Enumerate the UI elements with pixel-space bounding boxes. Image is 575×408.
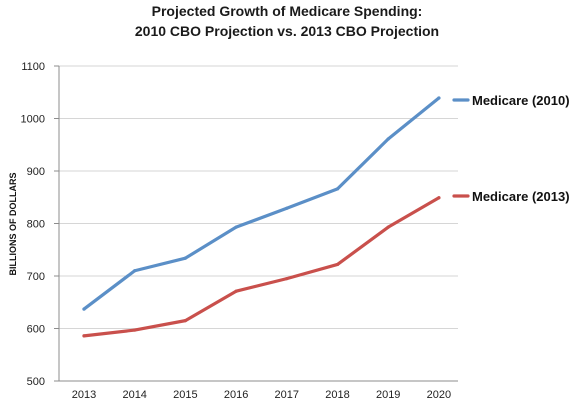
data-point — [285, 277, 289, 281]
y-tick-label: 700 — [27, 271, 45, 283]
series — [82, 96, 441, 338]
data-point — [386, 137, 390, 141]
data-point — [234, 289, 238, 293]
y-tick-label: 1000 — [21, 114, 45, 126]
legend-label: Medicare (2013) — [472, 189, 570, 204]
data-point — [133, 269, 137, 273]
grid — [59, 65, 458, 329]
y-axis-label: BILLIONS OF DOLLARS — [8, 173, 18, 276]
data-point — [386, 225, 390, 229]
y-tick-label: 900 — [27, 166, 45, 178]
data-point — [437, 196, 441, 200]
x-tick-label: 2017 — [275, 389, 299, 401]
data-point — [437, 96, 441, 100]
axes: 500 600 700 800 900 1000 1100 2013 2014 2015 2016 2… — [21, 61, 458, 401]
data-point — [82, 307, 86, 311]
x-tick-label: 2018 — [325, 389, 349, 401]
series-line — [82, 96, 441, 311]
chart-subtitle: 2010 CBO Projection vs. 2013 CBO Project… — [135, 23, 439, 39]
data-point — [133, 328, 137, 332]
data-point — [335, 187, 340, 191]
data-point — [183, 256, 187, 260]
series-line — [82, 196, 441, 338]
y-tick-label: 600 — [27, 324, 45, 336]
legend: Medicare (2010) Medicare (2013) — [452, 93, 570, 204]
data-point — [335, 262, 340, 267]
y-tick-label: 1100 — [21, 61, 45, 73]
x-tick-label: 2016 — [224, 389, 248, 401]
x-tick-label: 2013 — [72, 389, 96, 401]
legend-label: Medicare (2010) — [472, 93, 570, 108]
y-tick-label: 800 — [27, 219, 45, 231]
chart-title: Projected Growth of Medicare Spending: — [152, 3, 423, 19]
x-tick-label: 2020 — [427, 389, 451, 401]
data-point — [82, 334, 86, 338]
x-tick-label: 2019 — [376, 389, 400, 401]
data-point — [285, 206, 289, 210]
y-tick-label: 500 — [27, 376, 45, 388]
data-point — [234, 225, 238, 229]
x-tick-label: 2014 — [122, 389, 146, 401]
x-tick-label: 2015 — [173, 389, 197, 401]
data-point — [183, 319, 187, 323]
